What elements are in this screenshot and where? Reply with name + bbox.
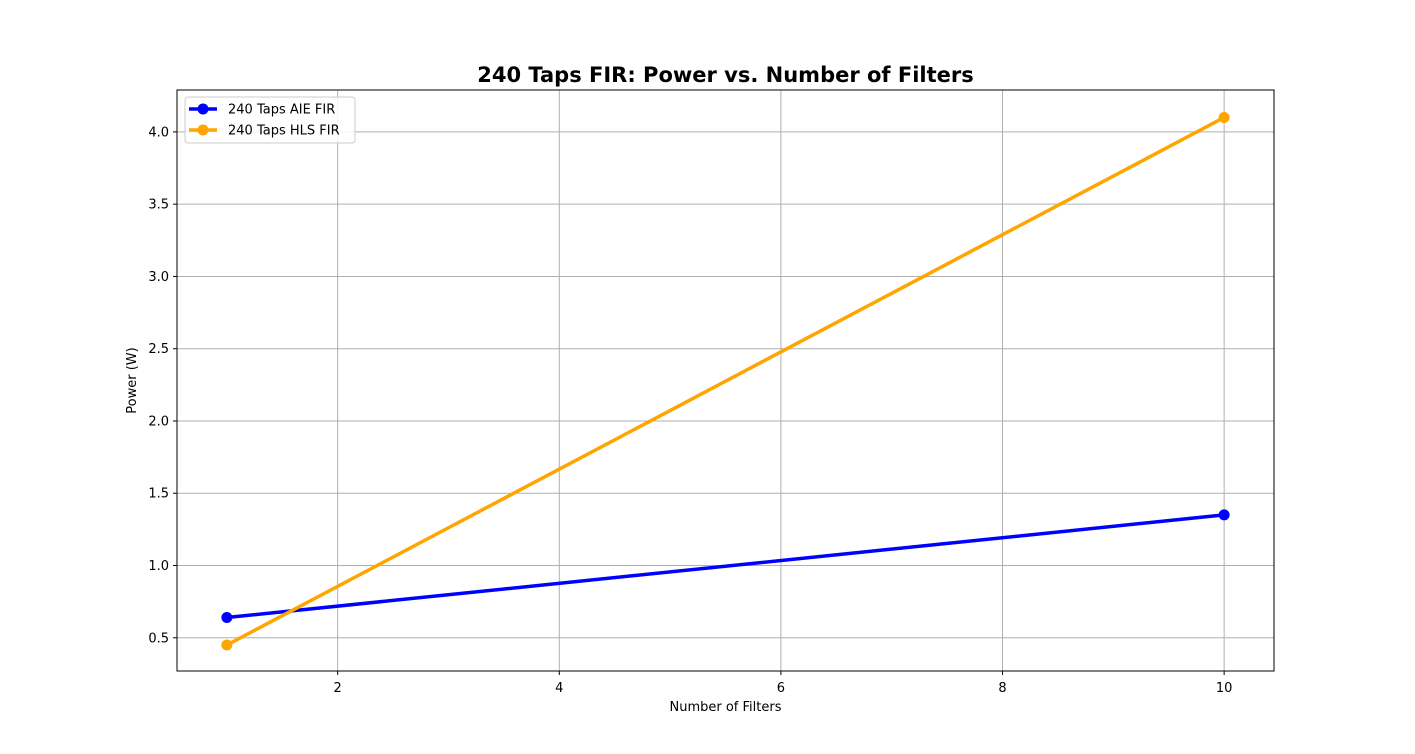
x-axis-label: Number of Filters (670, 700, 782, 715)
legend-marker (197, 103, 209, 115)
x-tick-label: 4 (555, 681, 563, 696)
y-tick-label: 1.0 (148, 559, 169, 574)
data-point (221, 639, 233, 651)
grid-layer (177, 90, 1274, 671)
y-tick-label: 4.0 (148, 125, 169, 140)
y-tick-label: 2.0 (148, 414, 169, 429)
plot-frame (176, 89, 1275, 672)
y-tick-label: 2.5 (148, 342, 169, 357)
tick-layer: 2 4 6 8 10 0.5 1.0 1.5 2.0 2.5 3.0 3.5 4.0 (148, 125, 1232, 696)
data-point (221, 612, 233, 624)
series-line (226, 115, 1225, 647)
chart-title: 240 Taps FIR: Power vs. Number of Filter… (477, 63, 974, 87)
y-tick-label: 0.5 (148, 631, 169, 646)
x-tick-label: 2 (334, 681, 342, 696)
legend: 240 Taps AIE FIR 240 Taps HLS FIR (184, 96, 356, 144)
series-layer (221, 111, 1230, 651)
x-tick-label: 10 (1216, 681, 1233, 696)
y-tick-label: 1.5 (148, 487, 169, 502)
series-line (226, 513, 1225, 620)
x-tick-label: 8 (998, 681, 1006, 696)
x-tick-label: 6 (777, 681, 785, 696)
legend-label: 240 Taps HLS FIR (228, 124, 340, 139)
legend-box (184, 96, 356, 144)
y-tick-label: 3.0 (148, 270, 169, 285)
y-axis-label: Power (W) (125, 347, 140, 413)
legend-label: 240 Taps AIE FIR (228, 103, 335, 118)
legend-marker (197, 124, 209, 136)
data-point (1218, 111, 1230, 123)
data-point (1218, 509, 1230, 521)
y-tick-label: 3.5 (148, 198, 169, 213)
